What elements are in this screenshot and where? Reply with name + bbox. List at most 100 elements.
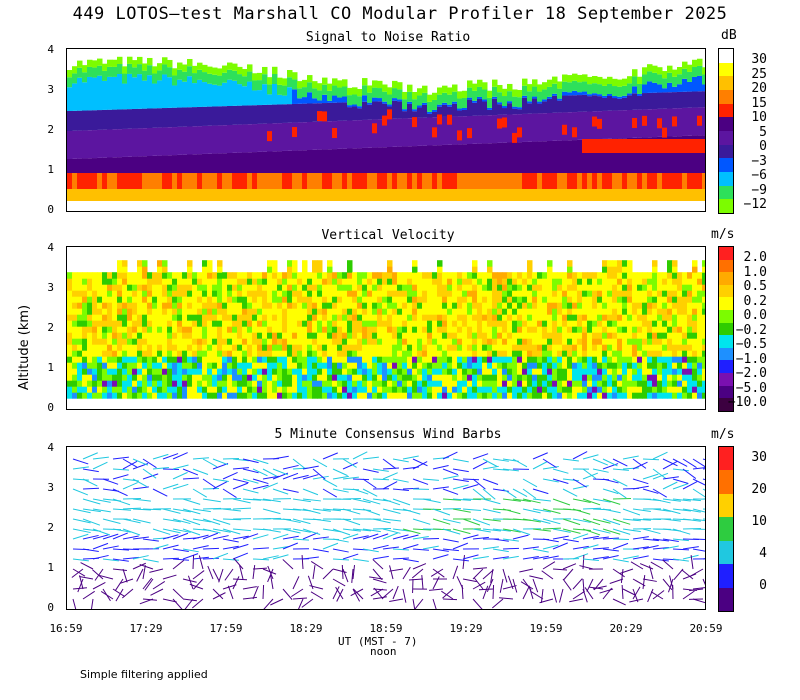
velocity-cell: [182, 272, 188, 279]
velocity-cell: [142, 380, 148, 387]
velocity-cell: [547, 314, 553, 321]
snr-cell: [552, 112, 558, 141]
velocity-cell: [542, 362, 548, 369]
velocity-cell: [192, 332, 198, 339]
snr-cell: [77, 158, 83, 173]
snr-cell: [132, 173, 138, 189]
velocity-cell: [302, 368, 308, 375]
velocity-cell: [72, 356, 78, 363]
velocity-cell: [292, 356, 298, 363]
velocity-cell: [522, 374, 528, 381]
velocity-cell: [327, 344, 333, 351]
velocity-cell: [182, 392, 188, 399]
velocity-cell: [177, 392, 183, 399]
wind-barb: [162, 528, 181, 534]
velocity-cell: [682, 296, 688, 303]
velocity-cell: [177, 290, 183, 297]
snr-cell: [652, 137, 658, 173]
velocity-cell: [622, 350, 628, 357]
velocity-cell: [662, 356, 668, 363]
snr-cell: [532, 113, 538, 142]
velocity-cell: [337, 380, 343, 387]
velocity-cell: [612, 338, 618, 345]
velocity-cell: [92, 272, 98, 279]
wind-barb: [456, 576, 464, 590]
velocity-cell: [177, 314, 183, 321]
snr-cell: [457, 91, 463, 99]
snr-cell: [432, 99, 438, 110]
velocity-cell: [447, 362, 453, 369]
velocity-cell: [297, 296, 303, 303]
velocity-cell: [207, 278, 213, 285]
velocity-cell: [432, 326, 438, 333]
snr-cell: [392, 146, 398, 173]
velocity-cell: [67, 278, 73, 285]
velocity-cell: [632, 290, 638, 297]
velocity-cell: [552, 368, 558, 375]
velocity-cell: [222, 356, 228, 363]
velocity-cell: [517, 332, 523, 339]
velocity-cell: [527, 326, 533, 333]
snr-cell: [412, 117, 418, 128]
velocity-cell: [442, 296, 448, 303]
snr-cell: [467, 189, 473, 201]
wind-barb: [519, 568, 534, 573]
snr-cell: [442, 189, 448, 201]
velocity-cell: [382, 344, 388, 351]
snr-cell: [497, 114, 503, 143]
velocity-cell: [402, 302, 408, 309]
snr-cell: [562, 95, 568, 113]
velocity-cell: [477, 338, 483, 345]
wind-barb: [362, 478, 377, 489]
velocity-cell: [512, 374, 518, 381]
velocity-cell: [587, 362, 593, 369]
velocity-cell: [142, 344, 148, 351]
velocity-cell: [622, 338, 628, 345]
velocity-cell: [692, 296, 698, 303]
velocity-cell: [82, 350, 88, 357]
velocity-cell: [312, 284, 318, 291]
velocity-cell: [177, 284, 183, 291]
velocity-cell: [277, 302, 283, 309]
snr-cell: [407, 84, 413, 92]
velocity-cell: [67, 362, 73, 369]
y-tick-label: 1: [47, 361, 54, 374]
velocity-cell: [657, 392, 663, 399]
velocity-cell: [187, 332, 193, 339]
velocity-cell: [162, 350, 168, 357]
velocity-cell: [392, 320, 398, 327]
velocity-cell: [252, 350, 258, 357]
snr-cell: [302, 79, 308, 88]
velocity-cell: [247, 320, 253, 327]
wind-barb: [322, 568, 334, 580]
x-tick-label: 20:29: [609, 622, 643, 635]
wind-barb: [332, 468, 348, 477]
velocity-cell: [377, 386, 383, 393]
velocity-cell: [227, 272, 233, 279]
velocity-cell: [342, 350, 348, 357]
snr-cell: [432, 111, 438, 118]
velocity-cell: [542, 332, 548, 339]
velocity-cell: [482, 290, 488, 297]
wind-barb: [332, 586, 340, 600]
snr-cell: [197, 106, 203, 127]
velocity-cell: [142, 368, 148, 375]
wind-barb: [150, 588, 164, 596]
velocity-cell: [132, 278, 138, 285]
snr-cell: [297, 88, 303, 99]
wind-barb: [472, 461, 488, 470]
velocity-cell: [317, 374, 323, 381]
wind-barb: [112, 558, 129, 562]
velocity-cell: [637, 332, 643, 339]
velocity-cell: [692, 356, 698, 363]
velocity-cell: [137, 320, 143, 327]
snr-cell: [587, 139, 593, 173]
velocity-cell: [152, 386, 158, 393]
velocity-cell: [157, 284, 163, 291]
wind-barb: [362, 508, 381, 516]
snr-colorbar: [718, 48, 734, 214]
velocity-cell: [72, 392, 78, 399]
velocity-cell: [612, 332, 618, 339]
velocity-cell: [507, 362, 513, 369]
velocity-cell: [147, 374, 153, 381]
